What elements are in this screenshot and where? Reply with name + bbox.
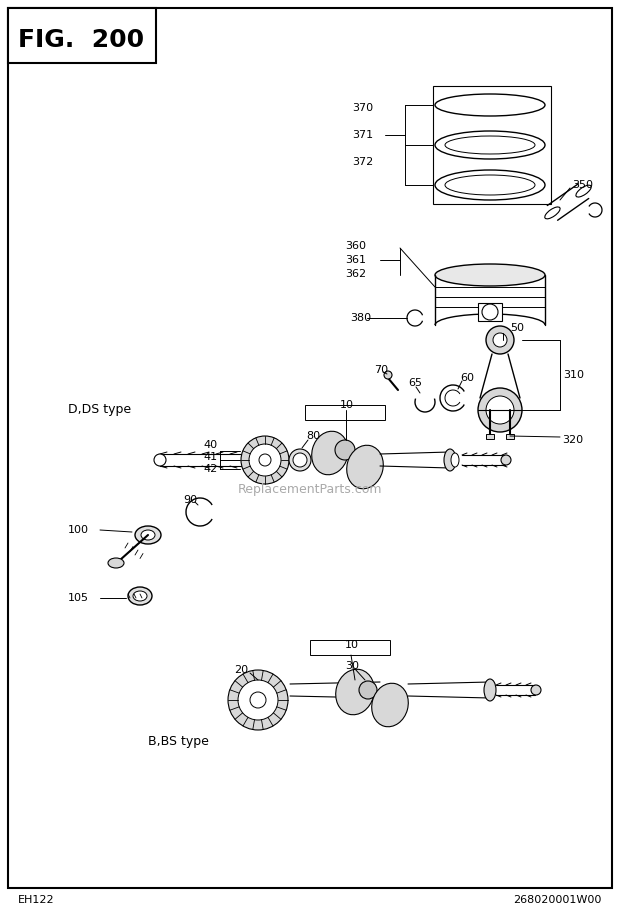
Text: 70: 70 <box>374 365 388 375</box>
Circle shape <box>493 333 507 347</box>
Text: 268020001W00: 268020001W00 <box>513 895 602 905</box>
Ellipse shape <box>435 94 545 116</box>
Text: EH122: EH122 <box>18 895 55 905</box>
Text: 361: 361 <box>345 255 366 265</box>
Circle shape <box>335 440 355 460</box>
Circle shape <box>478 388 522 432</box>
Ellipse shape <box>445 136 535 154</box>
Bar <box>305 405 385 420</box>
Ellipse shape <box>335 669 374 715</box>
Text: 65: 65 <box>408 378 422 388</box>
Bar <box>310 640 390 655</box>
Ellipse shape <box>444 449 456 471</box>
Text: 360: 360 <box>345 241 366 251</box>
Ellipse shape <box>289 449 311 471</box>
Ellipse shape <box>312 431 348 475</box>
Text: 380: 380 <box>350 313 371 323</box>
Text: B,BS type: B,BS type <box>148 735 209 748</box>
Text: FIG.  200: FIG. 200 <box>18 28 144 52</box>
Bar <box>433 86 551 204</box>
Circle shape <box>259 454 271 466</box>
Text: 42: 42 <box>204 464 218 474</box>
Text: 41: 41 <box>204 452 218 462</box>
Text: 371: 371 <box>352 130 373 140</box>
Ellipse shape <box>293 453 307 467</box>
Text: 30: 30 <box>345 661 359 671</box>
Circle shape <box>486 396 514 424</box>
Circle shape <box>384 371 392 379</box>
Ellipse shape <box>445 175 535 195</box>
Text: D,DS type: D,DS type <box>68 404 131 417</box>
Circle shape <box>482 304 498 320</box>
Text: 310: 310 <box>563 370 584 380</box>
Circle shape <box>238 680 278 720</box>
Ellipse shape <box>545 207 560 218</box>
Text: 10: 10 <box>340 400 354 410</box>
Text: 370: 370 <box>352 103 373 113</box>
Text: 362: 362 <box>345 269 366 279</box>
Ellipse shape <box>128 587 152 605</box>
Bar <box>478 303 502 321</box>
Circle shape <box>486 326 514 354</box>
Ellipse shape <box>435 170 545 200</box>
Text: 90: 90 <box>183 495 197 505</box>
Ellipse shape <box>451 453 459 467</box>
Ellipse shape <box>108 558 124 568</box>
Text: 20: 20 <box>234 665 248 675</box>
Text: 372: 372 <box>352 157 373 167</box>
Ellipse shape <box>141 530 155 540</box>
Ellipse shape <box>484 679 496 701</box>
Ellipse shape <box>576 185 591 197</box>
Text: 50: 50 <box>510 323 524 333</box>
Ellipse shape <box>135 526 161 544</box>
Text: 10: 10 <box>345 640 359 650</box>
Circle shape <box>241 436 289 484</box>
Ellipse shape <box>154 454 166 466</box>
Text: 100: 100 <box>68 525 89 535</box>
Ellipse shape <box>133 591 147 601</box>
Ellipse shape <box>501 455 511 465</box>
Text: 320: 320 <box>562 435 583 445</box>
Text: 350: 350 <box>572 180 593 190</box>
Circle shape <box>250 692 266 708</box>
Circle shape <box>359 681 377 699</box>
Circle shape <box>228 670 288 730</box>
Ellipse shape <box>347 445 383 488</box>
Bar <box>8 8 156 63</box>
Text: 105: 105 <box>68 593 89 603</box>
Bar <box>486 434 494 439</box>
Circle shape <box>249 444 281 476</box>
Ellipse shape <box>372 683 409 727</box>
Text: 60: 60 <box>460 373 474 383</box>
Ellipse shape <box>435 131 545 159</box>
Text: ReplacementParts.com: ReplacementParts.com <box>237 484 383 497</box>
Ellipse shape <box>435 264 545 286</box>
Text: 40: 40 <box>204 440 218 450</box>
Text: 80: 80 <box>306 431 320 441</box>
Bar <box>506 434 514 439</box>
Ellipse shape <box>531 685 541 695</box>
